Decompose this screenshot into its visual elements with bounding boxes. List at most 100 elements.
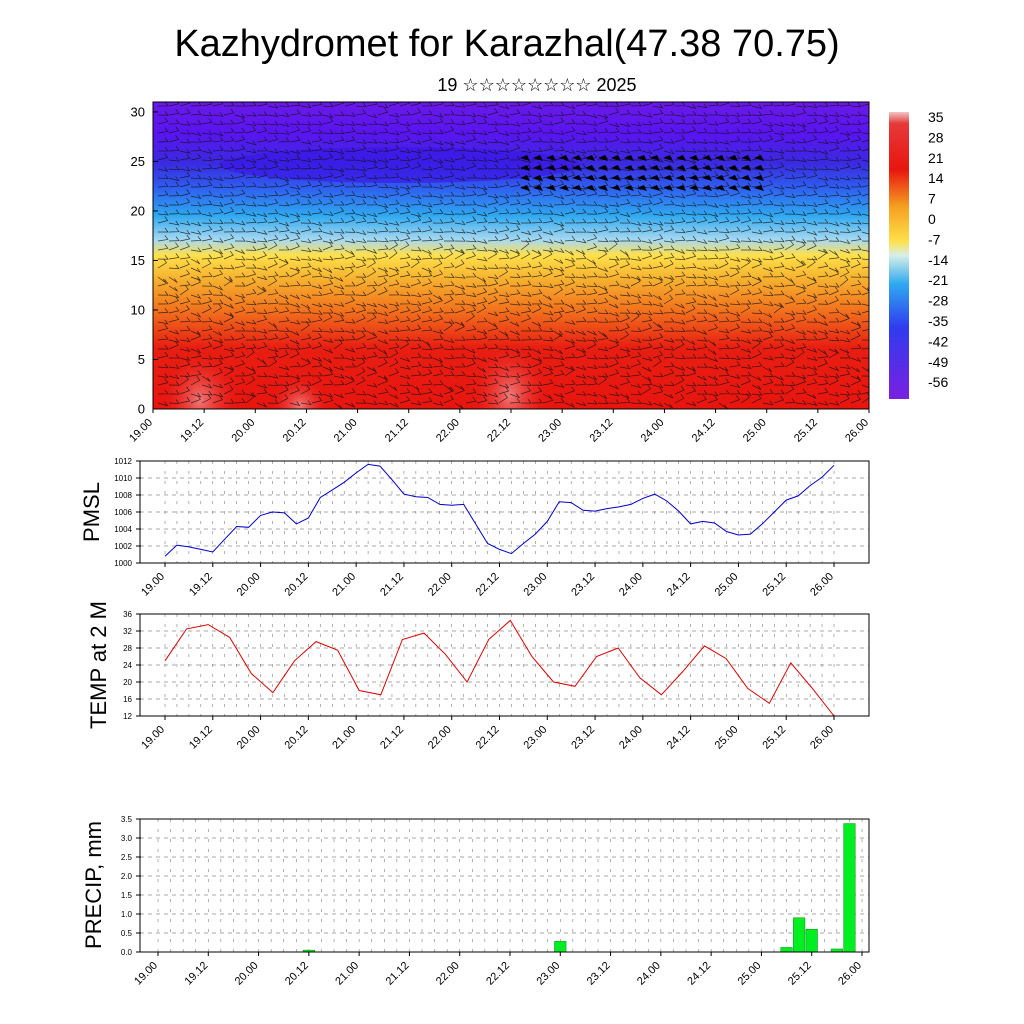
wind-barb: [817, 165, 829, 170]
wind-barb: [729, 264, 741, 270]
wind-barb: [850, 331, 861, 341]
wind-barb: [861, 113, 869, 118]
wind-barb: [531, 112, 543, 118]
wind-barb: [289, 216, 301, 224]
strong-wind-flag: [715, 175, 725, 181]
wind-barb: [168, 285, 178, 292]
wind-barb: [267, 399, 279, 404]
wind-barb: [773, 122, 785, 127]
wind-barb: [245, 277, 256, 287]
wind-barb: [212, 162, 224, 170]
wind-barb: [355, 230, 367, 236]
temp-x-tick-label: 19.00: [139, 724, 167, 752]
wind-barb: [432, 369, 444, 377]
wind-barb: [300, 219, 312, 224]
wind-barb: [179, 253, 191, 260]
precip-y-tick-label: 2.0: [121, 872, 133, 881]
wind-barb: [157, 127, 169, 134]
wind-barb: [685, 210, 697, 216]
wind-barb: [751, 260, 762, 269]
wind-barb: [806, 348, 818, 353]
wind-barb: [300, 321, 310, 332]
wind-barb: [234, 293, 246, 299]
temp-x-tick-label: 24.12: [665, 724, 693, 752]
wind-barb: [443, 371, 455, 377]
wind-barb: [762, 189, 774, 197]
wind-barb: [432, 234, 444, 242]
wind-barb: [795, 218, 807, 224]
wind-barb: [806, 171, 818, 179]
wind-barb: [223, 156, 235, 161]
wind-barb: [454, 130, 466, 136]
wind-barb: [564, 338, 576, 344]
strong-wind-flag: [715, 165, 725, 171]
wind-barb: [674, 255, 686, 261]
wind-barb: [696, 117, 708, 125]
strong-wind-flag: [546, 155, 556, 161]
wind-barb: [542, 396, 554, 404]
wind-barb: [322, 218, 334, 224]
wind-barb: [410, 161, 422, 170]
wind-barb: [553, 111, 565, 116]
wind-barb: [333, 181, 345, 188]
wind-barb: [190, 312, 202, 318]
wind-barb: [509, 398, 521, 404]
wind-barb: [388, 348, 399, 359]
heatmap-y-tick-label: 25: [131, 154, 145, 169]
wind-barb: [531, 261, 543, 269]
precip-x-tick-label: 21.00: [333, 960, 361, 988]
wind-barb: [410, 102, 422, 107]
wind-barb: [399, 306, 411, 314]
wind-barb: [729, 102, 741, 107]
wind-barb: [762, 212, 774, 218]
wind-barb: [267, 298, 279, 305]
wind-barb: [641, 380, 653, 386]
wind-barb: [652, 234, 664, 242]
wind-barb: [828, 112, 840, 117]
wind-barb: [520, 292, 532, 297]
wind-barb: [531, 179, 543, 188]
wind-barb: [355, 331, 366, 341]
wind-barb: [190, 230, 202, 235]
wind-barb: [630, 185, 642, 190]
wind-barb: [740, 348, 752, 354]
wind-barb: [630, 237, 642, 242]
heatmap-x-tick-label: 23.00: [536, 417, 564, 445]
wind-barb: [421, 388, 433, 395]
strong-wind-flag: [520, 185, 530, 191]
wind-barb: [674, 303, 686, 309]
wind-barb: [421, 110, 433, 116]
wind-barb: [674, 102, 686, 107]
wind-barb: [179, 108, 191, 116]
wind-barb: [597, 249, 608, 260]
wind-barb: [432, 140, 444, 146]
wind-barb: [828, 203, 840, 209]
wind-barb: [234, 189, 246, 197]
wind-barb: [322, 165, 334, 171]
wind-barb: [355, 166, 367, 172]
wind-barb: [630, 399, 642, 404]
wind-barb: [696, 337, 708, 342]
wind-barb: [498, 383, 510, 389]
wind-barb: [762, 366, 773, 373]
wind-barb: [179, 375, 189, 386]
wind-barb: [795, 330, 807, 336]
strong-wind-flag: [520, 155, 530, 161]
wind-barb: [861, 220, 869, 225]
wind-barb: [685, 290, 697, 296]
precip-x-tick-label: 19.00: [132, 960, 160, 988]
wind-barb: [487, 247, 499, 253]
wind-barb: [773, 202, 785, 207]
wind-barb: [278, 212, 290, 218]
wind-barb: [234, 371, 246, 377]
wind-barb: [322, 357, 332, 364]
wind-barb: [619, 138, 631, 143]
wind-barb: [157, 216, 169, 224]
wind-barb: [234, 135, 246, 143]
wind-barb: [432, 296, 443, 305]
wind-barb: [223, 303, 235, 309]
wind-barb: [476, 239, 488, 244]
wind-barb: [432, 184, 444, 190]
wind-barb: [333, 233, 345, 242]
